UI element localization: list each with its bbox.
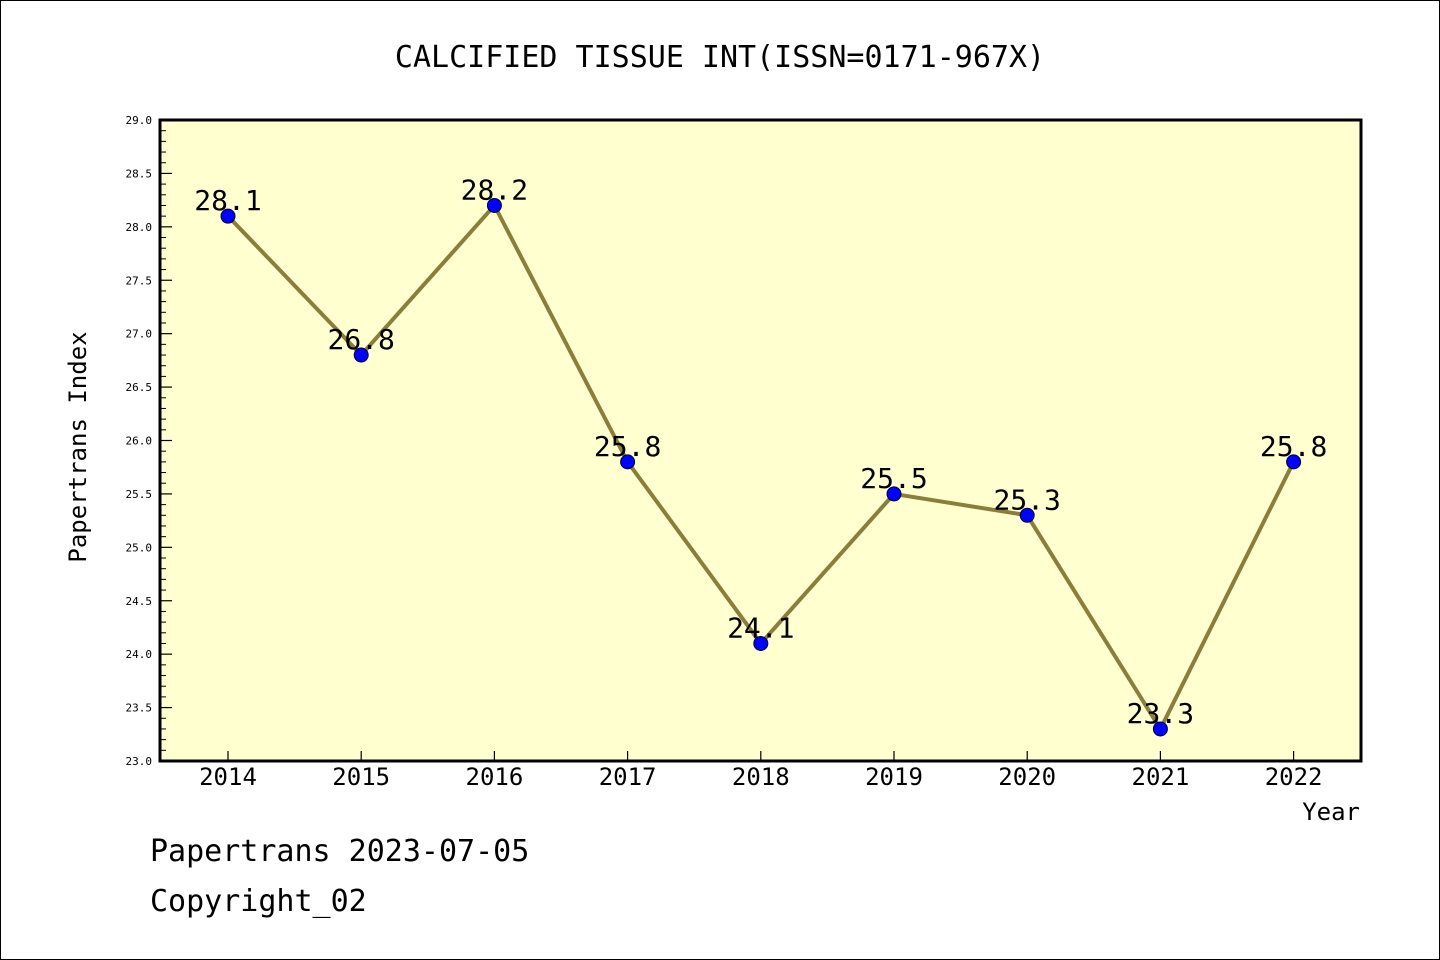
x-tick-label: 2015 — [332, 763, 390, 791]
data-point — [753, 635, 769, 651]
data-point — [353, 347, 369, 363]
data-point — [220, 208, 236, 224]
y-tick-label: 23.5 — [126, 702, 153, 715]
y-tick-label: 28.0 — [126, 221, 153, 234]
data-label: 26.8 — [327, 323, 394, 356]
x-tick-label: 2020 — [998, 763, 1056, 791]
data-label: 28.1 — [194, 184, 261, 217]
data-point — [886, 486, 902, 502]
data-point — [1019, 507, 1035, 523]
data-point — [1286, 454, 1302, 470]
data-point — [1152, 721, 1168, 737]
data-label: 28.2 — [461, 173, 528, 206]
footer-date: Papertrans 2023-07-05 — [150, 834, 530, 869]
x-tick-label: 2018 — [732, 763, 790, 791]
chart-title: CALCIFIED TISSUE INT(ISSN=0171-967X) — [395, 40, 1045, 75]
x-tick-label: 2017 — [599, 763, 657, 791]
x-tick-label: 2014 — [199, 763, 257, 791]
y-tick-label: 24.0 — [126, 648, 153, 661]
series-markers — [220, 197, 1302, 737]
data-point — [620, 454, 636, 470]
footer-copyright: Copyright_02 — [150, 884, 367, 919]
y-tick-label: 23.0 — [126, 755, 153, 768]
x-tick-label: 2019 — [865, 763, 923, 791]
y-tick-label: 27.0 — [126, 328, 153, 341]
plot-border — [158, 118, 1363, 763]
y-tick-label: 25.0 — [126, 541, 153, 554]
y-tick-label: 24.5 — [126, 595, 153, 608]
x-axis-label: Year — [1302, 798, 1360, 826]
x-tick-label: 2016 — [466, 763, 524, 791]
y-tick-label: 27.5 — [126, 274, 153, 287]
data-label: 25.5 — [860, 462, 927, 495]
data-point — [486, 197, 502, 213]
x-tick-label: 2022 — [1265, 763, 1323, 791]
y-tick-label: 26.0 — [126, 435, 153, 448]
plot-area — [160, 120, 1361, 761]
x-tick-label: 2021 — [1132, 763, 1190, 791]
y-tick-label: 29.0 — [126, 114, 153, 127]
data-label: 25.8 — [594, 430, 661, 463]
y-axis-ticks: 23.0 23.5 24.0 24.5 25.0 25.5 26.0 26.5 27.0 27.5… — [126, 114, 172, 768]
y-tick-label: 25.5 — [126, 488, 153, 501]
data-label: 24.1 — [727, 611, 794, 644]
y-axis-label: Papertrans Index — [64, 331, 92, 562]
data-label: 25.8 — [1260, 430, 1327, 463]
y-tick-label: 26.5 — [126, 381, 153, 394]
data-labels: 28.1 26.8 28.2 25.8 24.1 25.5 25.3 23.3 25.8 — [194, 173, 1327, 729]
data-label: 25.3 — [993, 483, 1060, 516]
y-tick-label: 28.5 — [126, 167, 153, 180]
x-axis-ticks: 2014 2015 2016 2017 2018 2019 2020 2021 2022 — [199, 751, 1322, 791]
data-label: 23.3 — [1127, 697, 1194, 730]
